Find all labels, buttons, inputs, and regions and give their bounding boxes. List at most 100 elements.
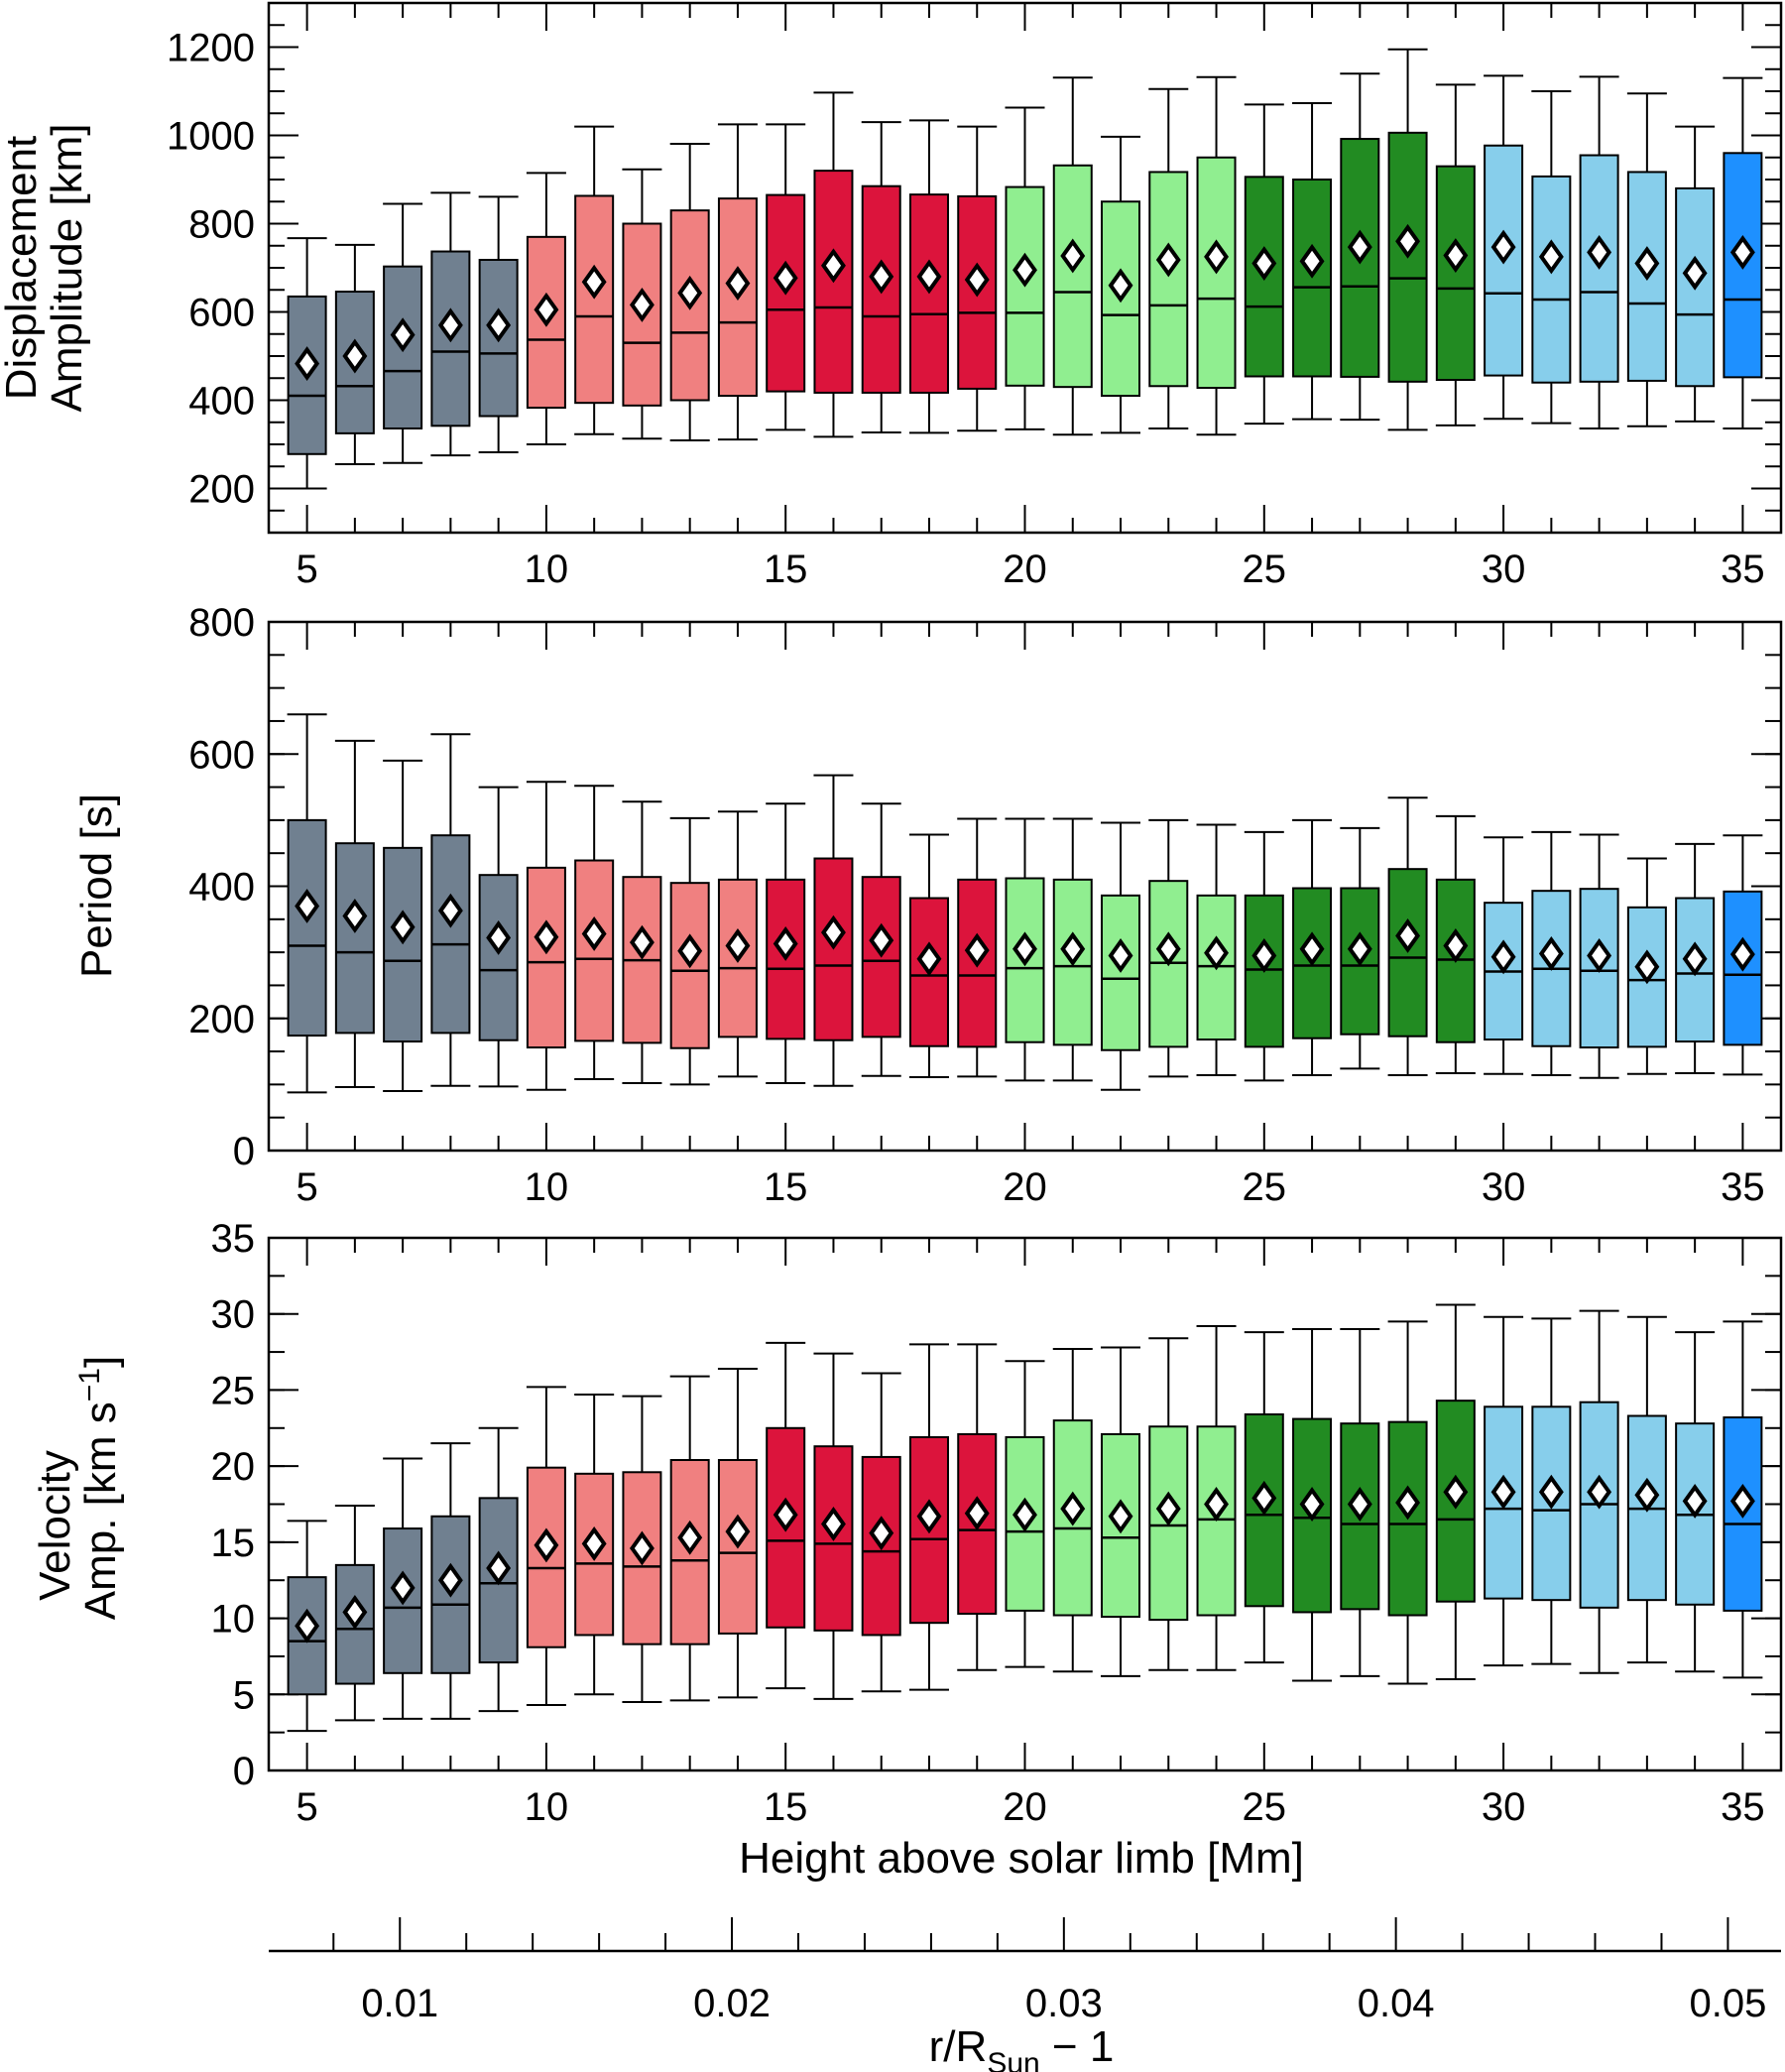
box-item bbox=[478, 786, 519, 1088]
mean-marker bbox=[342, 899, 368, 933]
box-item bbox=[1531, 830, 1572, 1077]
box-item bbox=[1340, 826, 1380, 1070]
box-iqr bbox=[622, 222, 662, 407]
y-tick-label: 1200 bbox=[167, 27, 255, 70]
mean-marker bbox=[1060, 931, 1086, 967]
mean-marker bbox=[773, 926, 798, 961]
box-item bbox=[669, 816, 710, 1086]
secondary-x-axis: 0.01 0.02 0.03 0.04 0.05 r/RSun − 1 bbox=[269, 1917, 1781, 2072]
mean-marker bbox=[725, 1514, 751, 1549]
box-item bbox=[1005, 817, 1045, 1082]
box-item bbox=[1292, 818, 1333, 1077]
y-tick-label: 35 bbox=[211, 1217, 256, 1261]
box-iqr bbox=[430, 834, 471, 1035]
mean-marker bbox=[1634, 246, 1660, 281]
x-tick-label: 20 bbox=[1003, 1785, 1047, 1829]
x-tick-label: 15 bbox=[764, 1785, 808, 1829]
y-axis-title: Period [s] bbox=[72, 793, 121, 978]
mean-marker bbox=[534, 292, 559, 327]
mean-marker bbox=[773, 260, 798, 296]
box-item bbox=[957, 1343, 998, 1671]
x-tick-label: 25 bbox=[1243, 548, 1287, 591]
mean-marker bbox=[964, 1496, 990, 1531]
mean-marker bbox=[486, 1550, 512, 1586]
box-item bbox=[1387, 48, 1428, 431]
mean-marker bbox=[437, 1562, 463, 1598]
box-item bbox=[1387, 1320, 1428, 1685]
box-item bbox=[383, 202, 423, 464]
mean-marker bbox=[486, 920, 512, 955]
box-item bbox=[1675, 1331, 1716, 1673]
box-iqr bbox=[1626, 171, 1667, 382]
box-iqr bbox=[1052, 164, 1093, 389]
mean-marker bbox=[1012, 252, 1037, 288]
secondary-tick-label: 0.01 bbox=[361, 1982, 438, 2025]
mean-marker bbox=[1012, 1497, 1037, 1532]
mean-marker bbox=[342, 1594, 368, 1630]
box-item bbox=[813, 774, 854, 1087]
mean-marker bbox=[677, 933, 703, 969]
box-item bbox=[334, 243, 375, 466]
box-item bbox=[1626, 1315, 1667, 1664]
mean-marker bbox=[486, 307, 512, 343]
mean-marker bbox=[1251, 246, 1277, 281]
box-item bbox=[1484, 1315, 1524, 1667]
mean-marker bbox=[869, 259, 894, 295]
box-iqr bbox=[334, 842, 375, 1035]
mean-marker bbox=[1587, 234, 1612, 270]
secondary-axis-ticks: 0.01 0.02 0.03 0.04 0.05 bbox=[332, 1917, 1766, 2025]
x-tick-label: 10 bbox=[525, 1785, 569, 1829]
y-tick-label: 400 bbox=[188, 380, 255, 424]
box-item bbox=[287, 237, 327, 490]
secondary-tick-label: 0.04 bbox=[1358, 1982, 1435, 2025]
mean-marker bbox=[1108, 1499, 1133, 1534]
mean-marker bbox=[1299, 931, 1325, 967]
mean-marker bbox=[1682, 941, 1708, 977]
box-item bbox=[1626, 92, 1667, 427]
secondary-x-axis-title-subscript: Sun bbox=[987, 2047, 1039, 2072]
x-tick-label: 30 bbox=[1482, 1785, 1526, 1829]
mean-marker bbox=[1729, 234, 1755, 270]
mean-marker bbox=[1347, 229, 1372, 265]
x-axis: 5 10 15 20 25 30 35 bbox=[296, 1238, 1765, 1829]
mean-marker bbox=[1395, 1485, 1421, 1521]
box-iqr bbox=[1435, 165, 1476, 382]
y-tick-label: 600 bbox=[188, 733, 255, 777]
mean-marker bbox=[390, 1570, 416, 1606]
secondary-tick-label: 0.03 bbox=[1025, 1982, 1103, 2025]
mean-marker bbox=[821, 914, 846, 950]
box-item bbox=[1579, 833, 1619, 1079]
y-axis-title-line2: Amplitude [km] bbox=[43, 124, 91, 413]
boxplot-series bbox=[287, 1303, 1763, 1733]
y-axis-title-line1: Velocity bbox=[31, 1450, 79, 1601]
box-item bbox=[1052, 1348, 1093, 1673]
mean-marker bbox=[629, 924, 654, 960]
box-item bbox=[813, 1352, 854, 1700]
box-item bbox=[1244, 830, 1284, 1082]
boxplot-series bbox=[287, 713, 1763, 1094]
box-item bbox=[957, 817, 998, 1078]
mean-marker bbox=[534, 919, 559, 955]
box-item bbox=[1435, 814, 1476, 1075]
box-item bbox=[1196, 75, 1237, 436]
secondary-x-axis-title: r/RSun − 1 bbox=[929, 2022, 1115, 2072]
x-tick-label: 5 bbox=[296, 1785, 317, 1829]
box-item bbox=[334, 1505, 375, 1722]
box-item bbox=[430, 733, 471, 1087]
mean-marker bbox=[1443, 928, 1469, 963]
panel-displacement-amplitude: 200 400 600 800 1000 1200 5 10 15 20 25 30 35 Displ… bbox=[0, 1, 1783, 591]
mean-marker bbox=[581, 264, 607, 300]
mean-marker bbox=[964, 262, 990, 298]
mean-marker bbox=[1538, 936, 1564, 971]
y-axis-title-close: ] bbox=[76, 1356, 125, 1368]
y-tick-label: 15 bbox=[211, 1522, 256, 1565]
mean-marker bbox=[916, 941, 942, 977]
y-tick-label: 5 bbox=[233, 1673, 255, 1717]
box-item bbox=[1340, 72, 1380, 422]
mean-marker bbox=[725, 928, 751, 963]
box-item bbox=[574, 1394, 615, 1696]
mean-marker bbox=[1443, 1474, 1469, 1510]
y-tick-label: 800 bbox=[188, 601, 255, 645]
mean-marker bbox=[1682, 1483, 1708, 1519]
